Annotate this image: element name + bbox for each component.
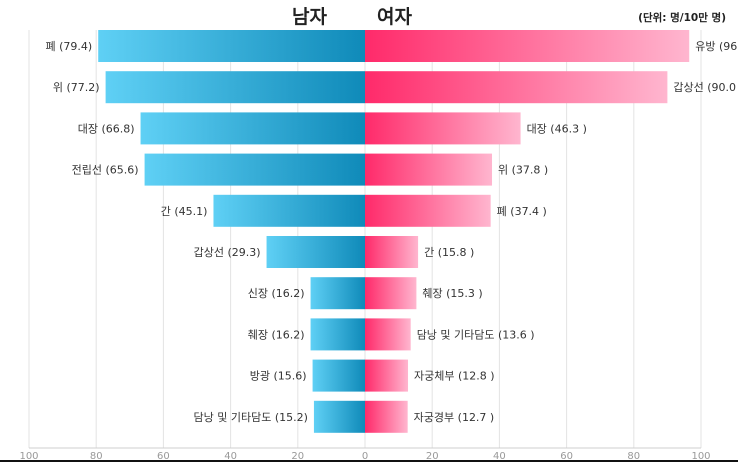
male-bar <box>312 359 365 392</box>
male-bar <box>140 112 365 145</box>
x-tick-label: 0 <box>362 451 368 462</box>
male-bar-label: 위 (77.2) <box>53 81 100 94</box>
female-bar <box>365 359 409 392</box>
female-bar-label: 자궁체부 (12.8 ) <box>414 370 495 383</box>
female-bar <box>365 277 417 310</box>
x-tick-label: 60 <box>560 451 573 462</box>
unit-note: (단위: 명/10만 명) <box>638 12 726 24</box>
male-bar <box>310 318 365 351</box>
male-bar-label: 전립선 (65.6) <box>72 164 139 177</box>
male-bar-label: 폐 (79.4) <box>46 40 93 53</box>
x-tick-label: 20 <box>426 451 439 462</box>
female-bar <box>365 30 690 62</box>
male-bar-label: 간 (45.1) <box>161 205 208 218</box>
female-bar-label: 유방 (96.5 ) <box>695 40 738 53</box>
female-bar-label: 위 (37.8 ) <box>498 164 548 177</box>
bottom-border <box>0 460 738 462</box>
male-bar-label: 갑상선 (29.3) <box>194 246 261 259</box>
x-tick-label: 60 <box>157 451 170 462</box>
female-bar-label: 췌장 (15.3 ) <box>422 287 482 300</box>
male-bar <box>98 30 365 62</box>
male-bar <box>266 236 365 268</box>
x-tick-label: 100 <box>19 451 38 462</box>
female-bar <box>365 318 411 351</box>
male-bar <box>213 194 365 227</box>
female-title: 여자 <box>377 6 412 28</box>
male-bar-label: 방광 (15.6) <box>250 370 307 383</box>
x-tick-label: 100 <box>691 451 710 462</box>
male-title: 남자 <box>292 6 327 28</box>
male-bar-label: 대장 (66.8) <box>78 122 135 135</box>
female-bar-label: 자궁경부 (12.7 ) <box>414 411 495 424</box>
x-tick-label: 20 <box>291 451 304 462</box>
female-bar-label: 폐 (37.4 ) <box>497 205 547 218</box>
male-bar <box>310 277 365 310</box>
female-bar-label: 갑상선 (90.0 ) <box>673 81 738 94</box>
male-bar <box>144 153 365 186</box>
female-bar <box>365 236 419 268</box>
x-tick-label: 80 <box>627 451 640 462</box>
male-bar-label: 담낭 및 기타담도 (15.2) <box>194 411 308 424</box>
x-tick-label: 80 <box>90 451 103 462</box>
female-bar <box>365 112 521 145</box>
female-bar <box>365 71 668 104</box>
female-bar <box>365 400 408 433</box>
male-bar-label: 신장 (16.2) <box>248 287 305 300</box>
female-bar-label: 간 (15.8 ) <box>424 246 474 259</box>
x-tick-label: 40 <box>493 451 506 462</box>
female-bar <box>365 153 493 186</box>
female-bar-label: 대장 (46.3 ) <box>527 122 587 135</box>
male-bar-label: 췌장 (16.2) <box>248 328 305 341</box>
female-bar-label: 담낭 및 기타담도 (13.6 ) <box>417 328 535 341</box>
male-bar <box>313 400 365 433</box>
female-bar <box>365 194 491 227</box>
male-bar <box>105 71 365 104</box>
x-tick-label: 40 <box>224 451 237 462</box>
